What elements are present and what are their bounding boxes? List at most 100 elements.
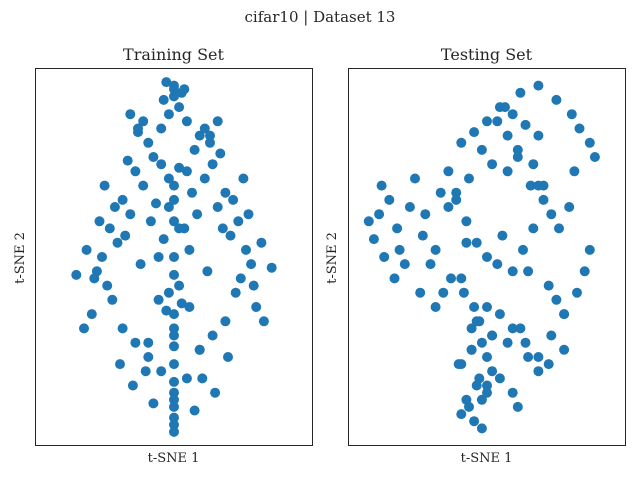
testing-set-xlabel: t-SNE 1 <box>461 451 513 466</box>
testing-point <box>551 94 562 105</box>
testing-point <box>512 144 523 155</box>
training-point <box>163 287 174 298</box>
training-point <box>184 302 195 312</box>
testing-point <box>482 380 492 391</box>
testing-point <box>464 401 474 412</box>
testing-set-panel: Testing Set t-SNE 1 t-SNE 2 <box>325 45 626 466</box>
testing-point <box>543 359 554 370</box>
training-point <box>169 419 179 430</box>
testing-point <box>461 216 472 227</box>
training-point <box>161 305 172 316</box>
training-set-panel: Training Set t-SNE 1 t-SNE 2 <box>13 45 313 466</box>
training-point <box>143 337 154 348</box>
training-point <box>169 394 179 405</box>
testing-point <box>528 223 539 234</box>
testing-set-title: Testing Set <box>441 45 533 64</box>
training-point <box>246 259 257 270</box>
testing-point <box>417 230 428 241</box>
testing-point <box>487 159 498 170</box>
training-point <box>217 223 228 234</box>
testing-point <box>471 237 482 248</box>
training-point <box>163 202 174 212</box>
testing-point <box>507 266 518 277</box>
testing-point <box>476 144 487 155</box>
figure-suptitle: cifar10 | Dataset 13 <box>245 8 396 26</box>
testing-point <box>546 330 557 341</box>
training-point <box>138 116 149 127</box>
training-point <box>140 366 151 377</box>
training-point <box>194 130 205 141</box>
testing-point <box>507 109 518 120</box>
training-point <box>138 180 149 191</box>
testing-point <box>523 352 534 362</box>
testing-point <box>430 244 441 255</box>
training-point <box>258 316 269 327</box>
testing-point <box>392 223 403 234</box>
training-point <box>133 123 143 134</box>
testing-point <box>564 202 575 212</box>
testing-point <box>456 137 467 148</box>
testing-point <box>482 302 492 312</box>
training-point <box>169 426 179 437</box>
training-point <box>161 77 172 88</box>
testing-point <box>528 159 539 170</box>
testing-set-points <box>363 80 600 434</box>
training-point <box>169 91 179 102</box>
training-point <box>220 316 231 327</box>
training-point <box>135 259 146 270</box>
testing-point <box>430 302 441 312</box>
testing-point <box>523 266 534 277</box>
testing-point <box>533 366 544 377</box>
testing-point <box>466 344 477 355</box>
testing-point <box>476 423 487 434</box>
training-set-points <box>71 77 277 437</box>
testing-point <box>502 337 513 348</box>
training-point <box>207 159 218 170</box>
training-point <box>163 109 174 120</box>
training-point <box>153 252 164 262</box>
training-point <box>181 166 192 177</box>
training-point <box>187 187 197 198</box>
testing-point <box>443 166 454 177</box>
training-point <box>158 94 169 105</box>
training-point <box>189 405 200 416</box>
testing-point <box>399 259 410 270</box>
training-point <box>199 173 210 184</box>
testing-point <box>410 173 420 184</box>
training-point <box>238 173 249 184</box>
training-point <box>102 280 113 291</box>
testing-point <box>474 373 485 384</box>
training-point <box>169 376 179 387</box>
testing-point <box>546 209 557 220</box>
testing-point <box>584 137 595 148</box>
testing-point <box>415 287 426 298</box>
testing-set-axes-frame <box>348 68 626 446</box>
testing-point <box>502 166 513 177</box>
testing-point <box>466 323 477 334</box>
training-point <box>199 123 210 134</box>
training-point <box>117 323 128 334</box>
training-point <box>117 194 128 205</box>
testing-point <box>461 237 472 248</box>
training-point <box>266 262 277 273</box>
training-point <box>202 266 213 277</box>
training-point <box>176 87 187 98</box>
testing-point <box>533 180 544 191</box>
testing-point <box>469 416 480 427</box>
training-point <box>210 387 221 398</box>
training-point <box>241 244 251 255</box>
training-point <box>233 216 244 227</box>
training-point <box>122 155 133 166</box>
testing-point <box>572 287 582 298</box>
testing-point <box>589 152 600 162</box>
testing-point <box>425 259 436 270</box>
testing-point <box>507 387 518 398</box>
testing-point <box>469 127 480 138</box>
testing-point <box>458 287 469 298</box>
testing-point <box>574 123 585 134</box>
training-point <box>169 252 179 262</box>
testing-point <box>551 294 562 305</box>
testing-point <box>492 116 503 127</box>
testing-point <box>525 180 536 191</box>
